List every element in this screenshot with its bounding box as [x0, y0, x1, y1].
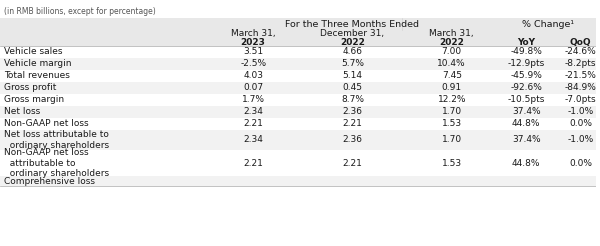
- Text: 2.34: 2.34: [243, 136, 263, 144]
- Text: Net loss: Net loss: [4, 108, 40, 117]
- Text: YoY: YoY: [517, 38, 535, 47]
- Text: December 31,: December 31,: [320, 29, 385, 38]
- Text: -92.6%: -92.6%: [510, 83, 542, 92]
- Text: 0.91: 0.91: [442, 83, 462, 92]
- Text: 44.8%: 44.8%: [512, 158, 541, 168]
- Text: Vehicle margin: Vehicle margin: [4, 60, 71, 68]
- Text: 10.4%: 10.4%: [437, 60, 466, 68]
- Text: 1.7%: 1.7%: [242, 95, 265, 105]
- Text: 44.8%: 44.8%: [512, 120, 541, 128]
- Text: QoQ: QoQ: [570, 38, 592, 47]
- Text: 2.34: 2.34: [243, 108, 263, 117]
- Text: -21.5%: -21.5%: [565, 72, 597, 80]
- Text: -10.5pts: -10.5pts: [508, 95, 545, 105]
- FancyBboxPatch shape: [0, 58, 596, 70]
- Text: 2.36: 2.36: [343, 108, 362, 117]
- Text: -1.0%: -1.0%: [568, 136, 594, 144]
- Text: 2023: 2023: [241, 38, 266, 47]
- Text: 1.70: 1.70: [442, 136, 462, 144]
- Text: -7.0pts: -7.0pts: [565, 95, 596, 105]
- Text: 1.53: 1.53: [442, 158, 462, 168]
- Text: Gross margin: Gross margin: [4, 95, 64, 105]
- Text: 7.45: 7.45: [442, 72, 462, 80]
- Text: 37.4%: 37.4%: [512, 136, 541, 144]
- Text: -45.9%: -45.9%: [510, 72, 542, 80]
- Text: 8.7%: 8.7%: [341, 95, 364, 105]
- Text: % Change¹: % Change¹: [523, 20, 575, 29]
- Text: -24.6%: -24.6%: [565, 47, 596, 57]
- Text: 1.53: 1.53: [442, 120, 462, 128]
- Text: 3.51: 3.51: [243, 47, 263, 57]
- Text: Vehicle sales: Vehicle sales: [4, 47, 62, 57]
- Text: 37.4%: 37.4%: [512, 108, 541, 117]
- Text: 5.7%: 5.7%: [341, 60, 364, 68]
- Text: 0.0%: 0.0%: [569, 158, 592, 168]
- Text: Net loss attributable to
  ordinary shareholders: Net loss attributable to ordinary shareh…: [4, 130, 109, 150]
- FancyBboxPatch shape: [0, 176, 596, 186]
- Text: -12.9pts: -12.9pts: [508, 60, 545, 68]
- Text: Comprehensive loss: Comprehensive loss: [4, 176, 95, 185]
- Text: For the Three Months Ended: For the Three Months Ended: [286, 20, 419, 29]
- Text: Gross profit: Gross profit: [4, 83, 56, 92]
- Text: March 31,: March 31,: [430, 29, 474, 38]
- Text: 4.03: 4.03: [243, 72, 263, 80]
- Text: 0.07: 0.07: [243, 83, 263, 92]
- Text: 2.21: 2.21: [243, 158, 263, 168]
- Text: 1.70: 1.70: [442, 108, 462, 117]
- Text: 2.21: 2.21: [343, 158, 362, 168]
- FancyBboxPatch shape: [0, 106, 596, 118]
- Text: 5.14: 5.14: [343, 72, 362, 80]
- Text: 2.21: 2.21: [243, 120, 263, 128]
- Text: Non-GAAP net loss
  attributable to
  ordinary shareholders: Non-GAAP net loss attributable to ordina…: [4, 148, 109, 178]
- FancyBboxPatch shape: [0, 18, 596, 46]
- Text: 2.21: 2.21: [343, 120, 362, 128]
- Text: -49.8%: -49.8%: [510, 47, 542, 57]
- Text: (in RMB billions, except for percentage): (in RMB billions, except for percentage): [4, 7, 156, 16]
- Text: Non-GAAP net loss: Non-GAAP net loss: [4, 120, 89, 128]
- Text: 0.45: 0.45: [343, 83, 362, 92]
- Text: 2022: 2022: [439, 38, 464, 47]
- Text: 2.36: 2.36: [343, 136, 362, 144]
- Text: -84.9%: -84.9%: [565, 83, 597, 92]
- Text: March 31,: March 31,: [231, 29, 275, 38]
- Text: -1.0%: -1.0%: [568, 108, 594, 117]
- FancyBboxPatch shape: [0, 82, 596, 94]
- Text: 2022: 2022: [340, 38, 365, 47]
- Text: 7.00: 7.00: [442, 47, 462, 57]
- FancyBboxPatch shape: [0, 130, 596, 150]
- Text: Total revenues: Total revenues: [4, 72, 70, 80]
- Text: 0.0%: 0.0%: [569, 120, 592, 128]
- Text: 12.2%: 12.2%: [437, 95, 466, 105]
- Text: -8.2pts: -8.2pts: [565, 60, 596, 68]
- Text: 4.66: 4.66: [343, 47, 362, 57]
- Text: -2.5%: -2.5%: [240, 60, 266, 68]
